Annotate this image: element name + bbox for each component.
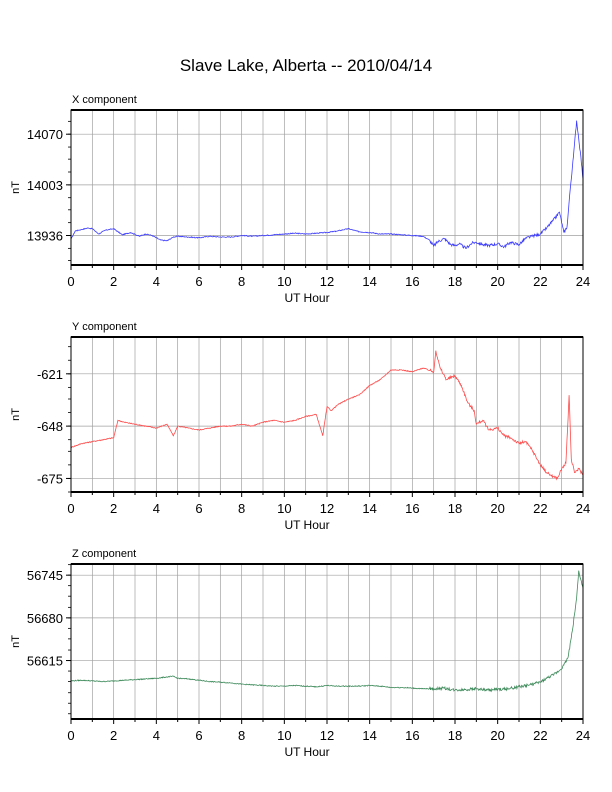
x-tick-label: 6	[195, 274, 202, 289]
x-tick-label: 6	[195, 728, 202, 743]
x-tick-label: 18	[448, 274, 462, 289]
x-tick-label: 2	[110, 728, 117, 743]
x-tick-label: 0	[67, 274, 74, 289]
y-tick-label: -621	[37, 367, 63, 382]
y-tick-label: 56745	[27, 568, 63, 583]
x-tick-label: 14	[362, 728, 376, 743]
x-tick-label: 22	[533, 274, 547, 289]
y-tick-label: -675	[37, 471, 63, 486]
y-axis-label: nT	[10, 408, 22, 421]
x-tick-label: 24	[576, 501, 590, 516]
x-tick-label: 14	[362, 501, 376, 516]
x-tick-label: 2	[110, 501, 117, 516]
x-tick-label: 12	[320, 728, 334, 743]
x-tick-label: 12	[320, 501, 334, 516]
x-tick-label: 10	[277, 728, 291, 743]
x-tick-label: 0	[67, 728, 74, 743]
x-tick-label: 18	[448, 728, 462, 743]
series-line	[70, 120, 584, 249]
x-tick-label: 24	[576, 728, 590, 743]
x-tick-label: 4	[153, 501, 160, 516]
panel-title: Z component	[72, 548, 136, 560]
series-line	[70, 350, 584, 481]
y-tick-label: 13936	[27, 229, 63, 244]
x-tick-label: 22	[533, 501, 547, 516]
x-tick-label: 14	[362, 274, 376, 289]
x-tick-label: 12	[320, 274, 334, 289]
x-tick-label: 16	[405, 501, 419, 516]
x-tick-label: 10	[277, 501, 291, 516]
x-tick-label: 10	[277, 274, 291, 289]
x-axis-label: UT Hour	[284, 745, 329, 759]
y-axis-label: nT	[10, 635, 22, 648]
page-title: Slave Lake, Alberta -- 2010/04/14	[179, 56, 433, 75]
y-tick-label: 14003	[27, 178, 63, 193]
x-tick-label: 22	[533, 728, 547, 743]
x-tick-label: 0	[67, 501, 74, 516]
x-tick-label: 8	[238, 274, 245, 289]
x-tick-label: 2	[110, 274, 117, 289]
y-tick-label: -648	[37, 419, 63, 434]
x-tick-label: 4	[153, 728, 160, 743]
x-axis-label: UT Hour	[284, 518, 329, 532]
y-tick-label: 56680	[27, 611, 63, 626]
y-axis-label: nT	[10, 181, 22, 194]
series-line	[70, 570, 584, 693]
y-tick-label: 14070	[27, 127, 63, 142]
x-tick-label: 20	[490, 501, 504, 516]
x-tick-label: 20	[490, 728, 504, 743]
x-tick-label: 6	[195, 501, 202, 516]
x-tick-label: 4	[153, 274, 160, 289]
x-tick-label: 8	[238, 728, 245, 743]
x-tick-label: 16	[405, 274, 419, 289]
panel-title: X component	[72, 94, 137, 106]
x-tick-label: 24	[576, 274, 590, 289]
x-tick-label: 20	[490, 274, 504, 289]
x-tick-label: 8	[238, 501, 245, 516]
panel-title: Y component	[72, 321, 137, 333]
x-tick-label: 18	[448, 501, 462, 516]
x-axis-label: UT Hour	[284, 291, 329, 305]
y-tick-label: 56615	[27, 654, 63, 669]
x-tick-label: 16	[405, 728, 419, 743]
